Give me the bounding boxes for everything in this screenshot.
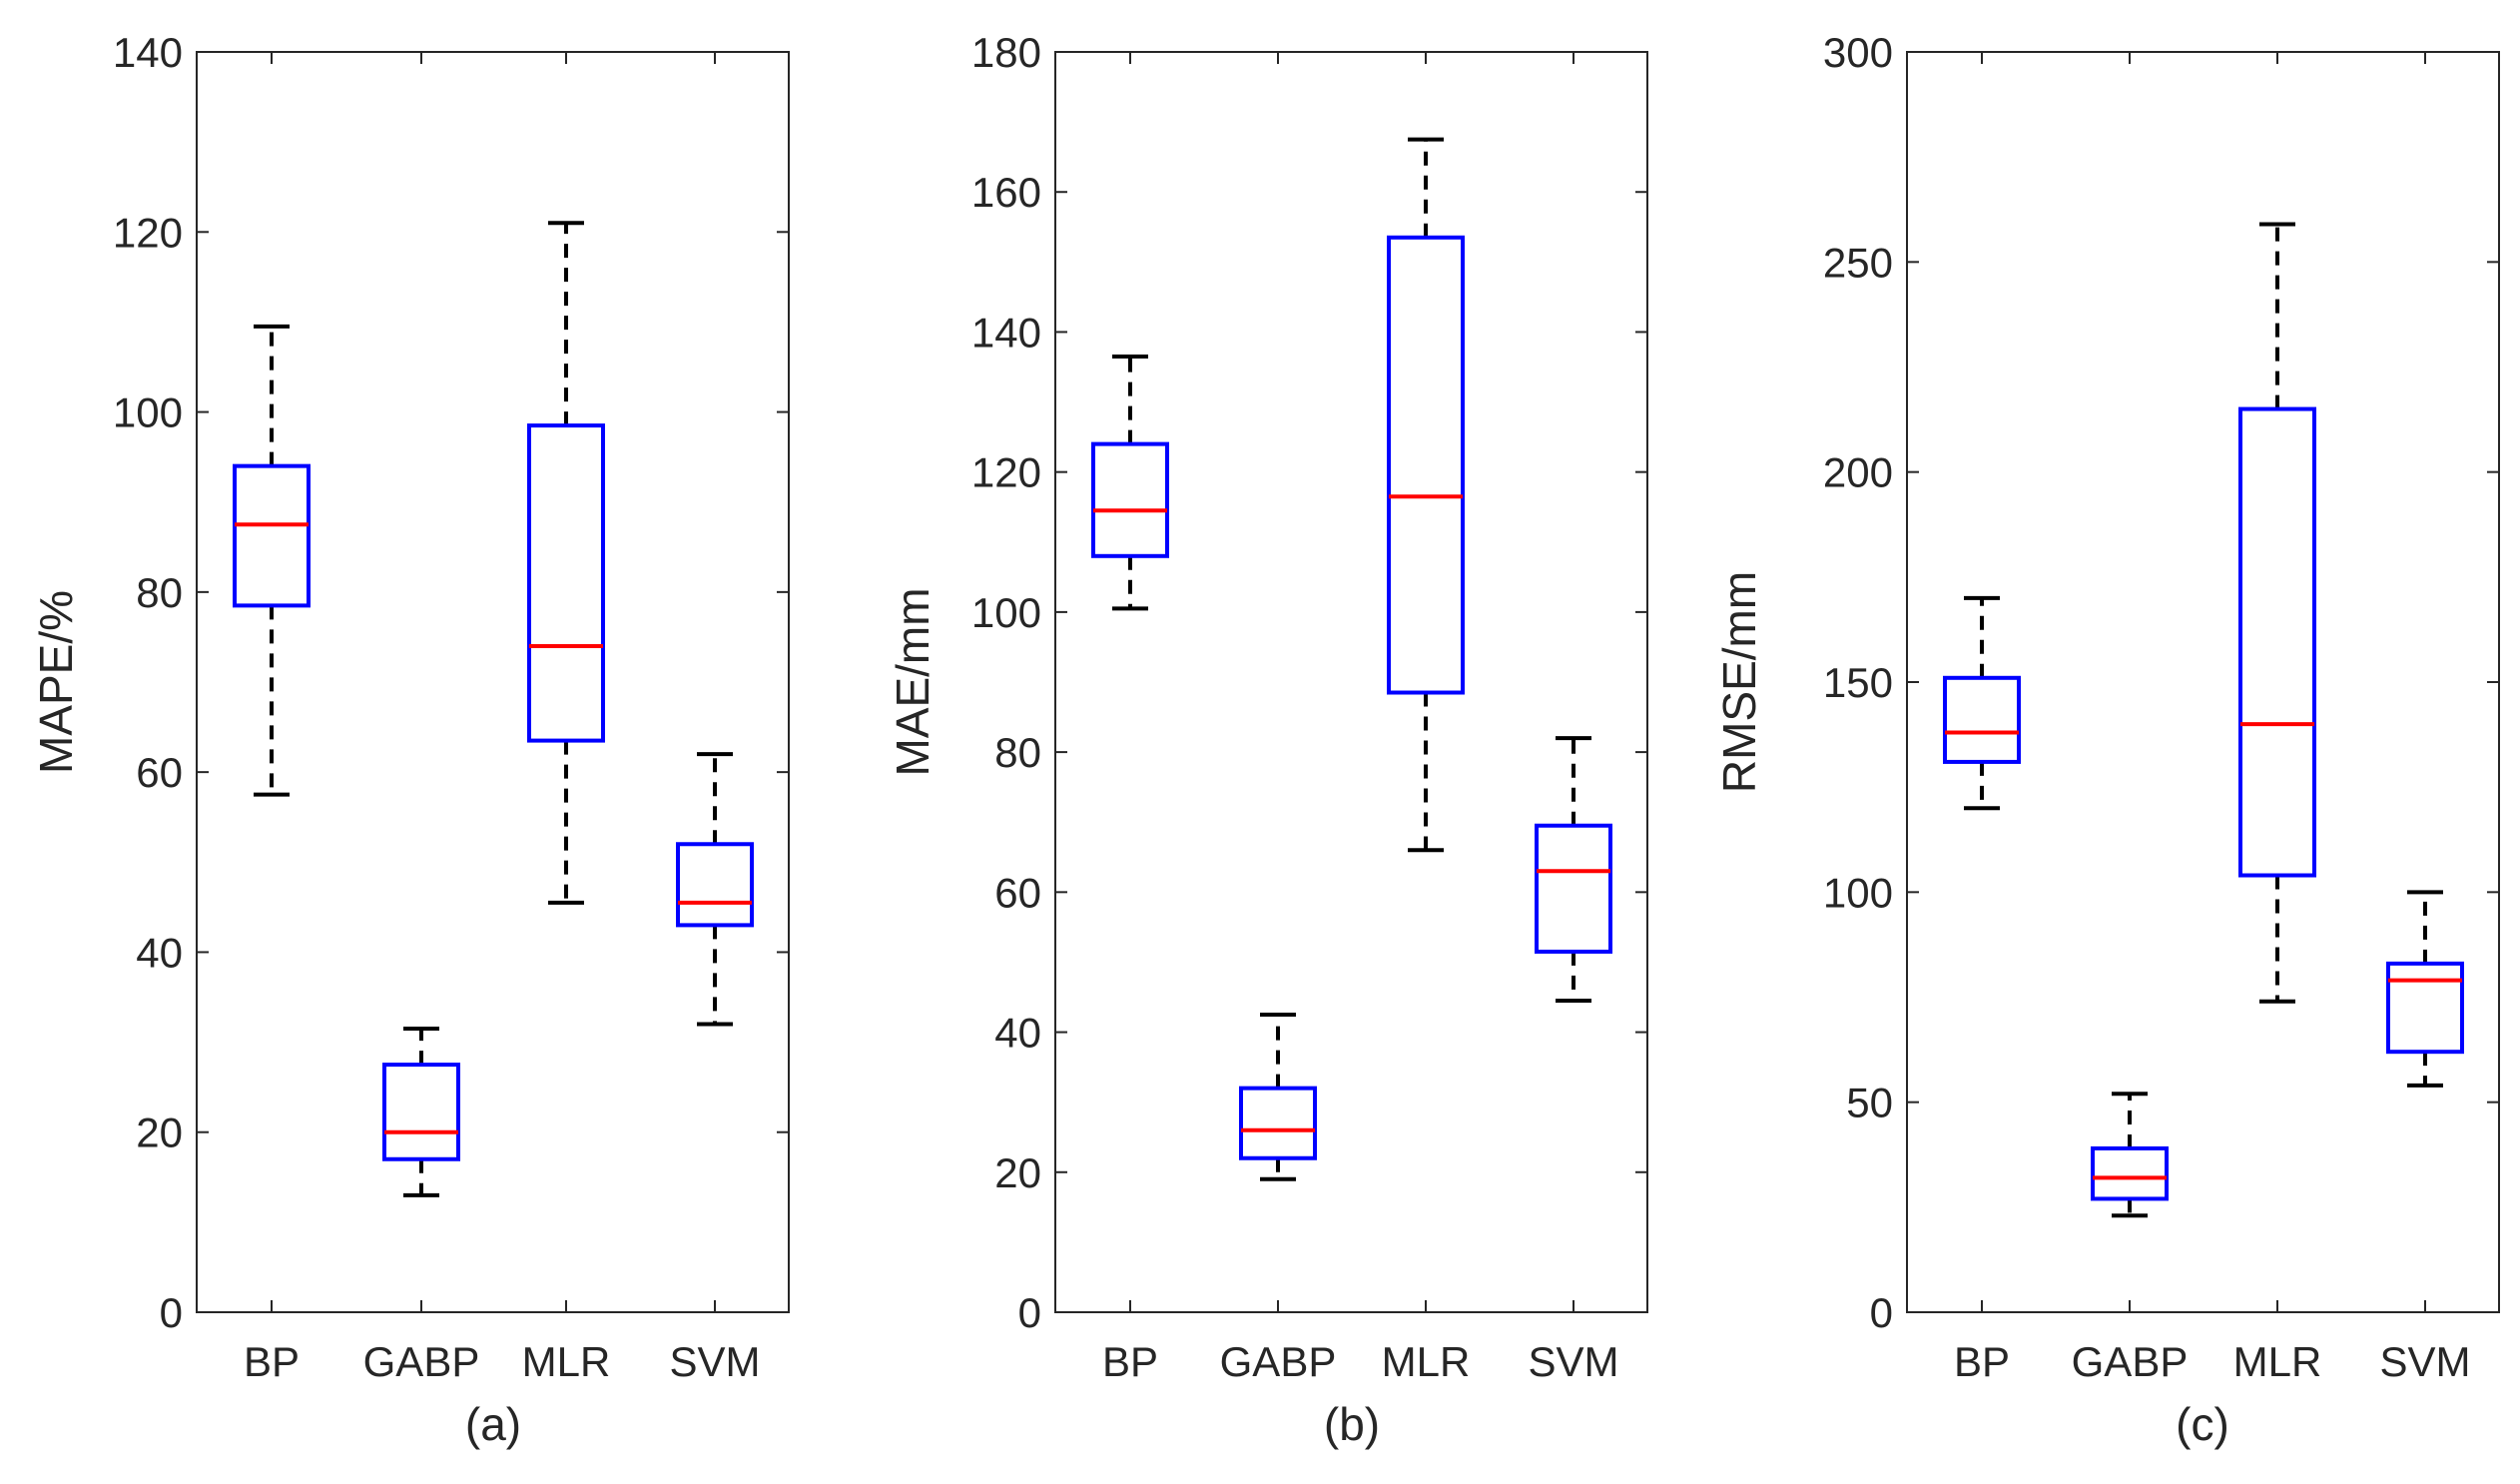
panel-b-axes-frame	[1054, 51, 1648, 1313]
panel-a-category-labels: BP GABP MLR SVM	[244, 1338, 761, 1385]
panel-a-category-label-mlr: MLR	[522, 1338, 611, 1385]
panel-c-ytick-label-250: 250	[1823, 239, 1893, 286]
panel-b-category-label-mlr: MLR	[1382, 1338, 1471, 1385]
panel-c-y-axis-title: RMSE/mm	[1713, 571, 1765, 793]
panel-c-label: (c)	[2176, 1398, 2229, 1450]
panel-b-ytick-label-20: 20	[994, 1149, 1041, 1196]
panel-b-box-group-gabp	[1239, 1013, 1317, 1181]
panel-c-category-label-mlr: MLR	[2233, 1338, 2322, 1385]
panel-a-label: (a)	[465, 1398, 521, 1450]
panel-c-ytick-label-200: 200	[1823, 449, 1893, 496]
panel-a-category-label-bp: BP	[244, 1338, 300, 1385]
panel-c-box-group-gabp	[2091, 1092, 2169, 1218]
panel-c-box-group-svm	[2386, 890, 2464, 1088]
panel-a-box-svm	[676, 842, 754, 928]
panel-b-ytick-label-100: 100	[971, 589, 1041, 636]
panel-b-ytick-label-180: 180	[971, 29, 1041, 76]
panel-c-ytick-label-100: 100	[1823, 869, 1893, 916]
panel-a-category-label-gabp: GABP	[363, 1338, 480, 1385]
panel-c-box-group-mlr	[2238, 222, 2316, 1004]
panel-c-ytick-label-300: 300	[1823, 29, 1893, 76]
panel-a-y-ticks: 0 20 40 60 80 100 120 140	[113, 29, 789, 1336]
panel-a-ytick-label-120: 120	[113, 209, 183, 256]
panel-a-ytick-label-100: 100	[113, 389, 183, 436]
panel-b-ytick-label-60: 60	[994, 869, 1041, 916]
panel-c-category-label-gabp: GABP	[2072, 1338, 2189, 1385]
panel-c-y-ticks: 0 50 100 150 200 250 300	[1823, 29, 2499, 1336]
panel-a-ytick-label-0: 0	[160, 1289, 183, 1336]
panel-a-ytick-label-40: 40	[136, 929, 183, 976]
panel-b-ytick-label-140: 140	[971, 309, 1041, 356]
panel-a-box-group-mlr	[527, 221, 605, 905]
panel-c-box-bp	[1943, 675, 2021, 764]
panel-a-box-group-bp	[233, 324, 311, 797]
panel-b-boxes	[1091, 137, 1612, 1181]
panel-c-ytick-label-50: 50	[1846, 1080, 1893, 1126]
panel-b-box-svm	[1535, 823, 1612, 954]
panel-b-category-label-bp: BP	[1102, 1338, 1158, 1385]
panel-b-ytick-label-40: 40	[994, 1010, 1041, 1057]
panel-c-ytick-label-150: 150	[1823, 659, 1893, 706]
panel-b-y-ticks: 0 20 40 60 80 100 120 140 160 180	[971, 29, 1647, 1336]
panel-a: 0 20 40 60 80 100 120 140 MAPE/% BP GABP MLR SV…	[30, 29, 790, 1450]
panel-a-box-gabp	[382, 1063, 460, 1161]
panel-c-category-label-svm: SVM	[2379, 1338, 2470, 1385]
panel-a-y-axis-title: MAPE/%	[30, 590, 82, 774]
panel-b-box-group-bp	[1091, 354, 1169, 611]
panel-b-box-group-svm	[1535, 736, 1612, 1004]
panel-b-label: (b)	[1324, 1398, 1380, 1450]
panel-c-box-mlr	[2238, 406, 2316, 878]
panel-b-ytick-label-0: 0	[1018, 1289, 1041, 1336]
panel-c-boxes	[1943, 222, 2464, 1218]
panel-c-axes-frame	[1906, 51, 2500, 1313]
panel-b-category-labels: BP GABP MLR SVM	[1102, 1338, 1619, 1385]
panel-a-ytick-label-20: 20	[136, 1110, 183, 1156]
panel-b-box-bp	[1091, 441, 1169, 558]
panel-a-ytick-label-140: 140	[113, 29, 183, 76]
panel-b-box-group-mlr	[1387, 137, 1465, 853]
panel-c-ytick-label-0: 0	[1870, 1289, 1893, 1336]
panel-b-ytick-label-160: 160	[971, 169, 1041, 216]
panel-a-box-mlr	[527, 423, 605, 743]
panel-b-category-label-gabp: GABP	[1220, 1338, 1337, 1385]
panel-c-box-svm	[2386, 961, 2464, 1055]
panel-a-box-bp	[233, 463, 311, 608]
panel-b-y-axis-title: MAE/mm	[887, 587, 939, 776]
panel-b: 0 20 40 60 80 100 120 140 160 180 MAE/mm BP GABP …	[887, 29, 1648, 1450]
panel-c: 0 50 100 150 200 250 300 RMSE/mm BP GABP MLR S…	[1713, 29, 2500, 1450]
panel-a-box-group-gabp	[382, 1027, 460, 1197]
panel-c-category-label-bp: BP	[1954, 1338, 2010, 1385]
panel-b-ytick-label-80: 80	[994, 729, 1041, 776]
panel-c-category-labels: BP GABP MLR SVM	[1954, 1338, 2471, 1385]
panel-b-box-mlr	[1387, 235, 1465, 695]
panel-a-axes-frame	[196, 51, 790, 1313]
panel-a-boxes	[233, 221, 754, 1197]
panel-a-box-group-svm	[676, 752, 754, 1027]
panel-a-category-label-svm: SVM	[669, 1338, 760, 1385]
panel-c-box-group-bp	[1943, 595, 2021, 811]
panel-b-ytick-label-120: 120	[971, 449, 1041, 496]
panel-a-ytick-label-80: 80	[136, 569, 183, 616]
panel-b-category-label-svm: SVM	[1528, 1338, 1618, 1385]
panel-b-box-gabp	[1239, 1086, 1317, 1160]
panel-a-ytick-label-60: 60	[136, 749, 183, 796]
panel-c-box-gabp	[2091, 1145, 2169, 1201]
